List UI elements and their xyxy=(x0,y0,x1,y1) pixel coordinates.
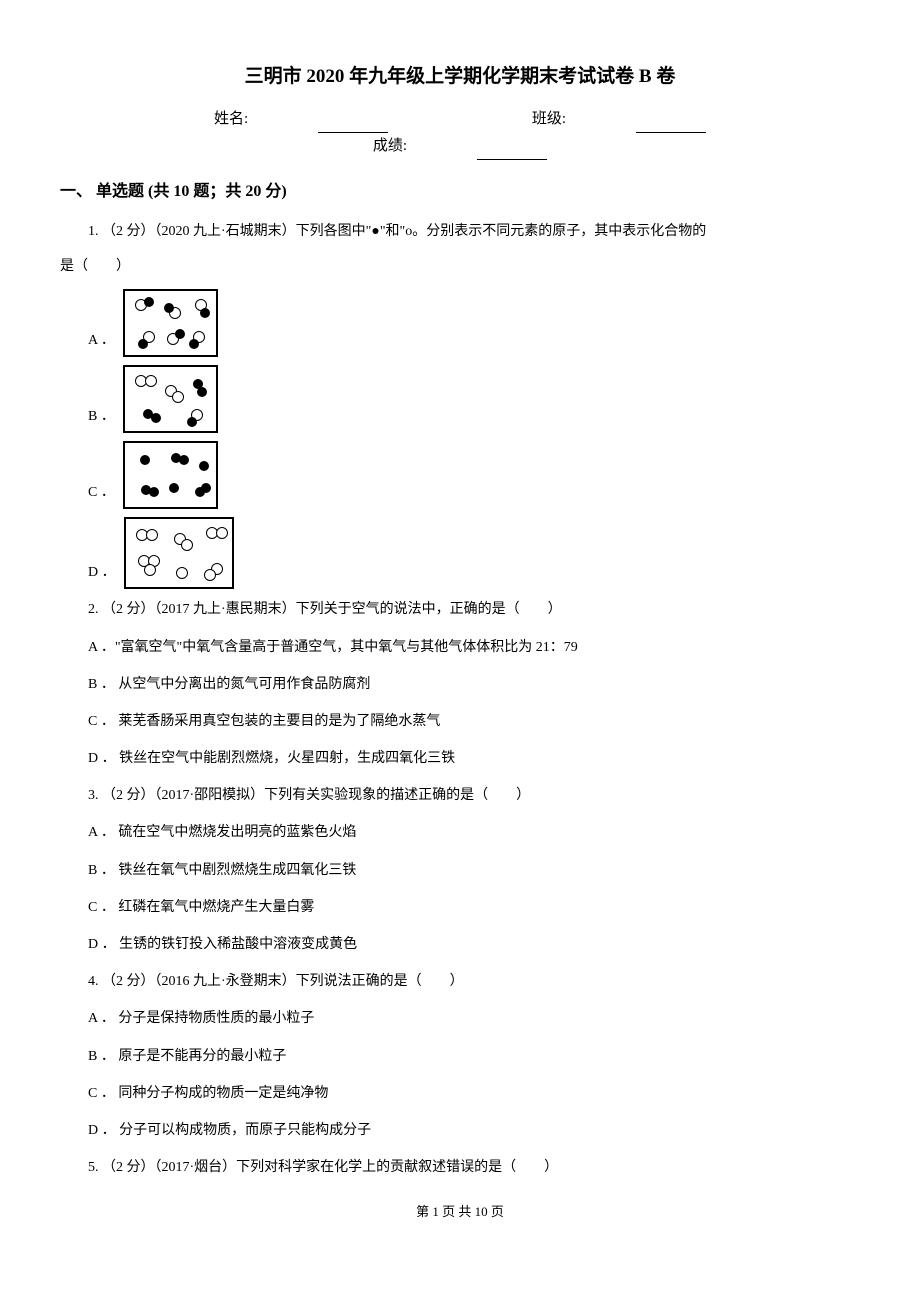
atom-diagram-b xyxy=(123,365,218,433)
question-3: 3. （2 分）（2017·邵阳模拟）下列有关实验现象的描述正确的是（ ） xyxy=(60,783,860,808)
option-label: C ． xyxy=(88,480,115,509)
page-footer: 第 1 页 共 10 页 xyxy=(60,1200,860,1223)
option-3a: A ． 硫在空气中燃烧发出明亮的蓝紫色火焰 xyxy=(60,820,860,845)
score-field: 成绩: xyxy=(338,133,582,160)
option-3b: B ． 铁丝在氧气中剧烈燃烧生成四氧化三铁 xyxy=(60,858,860,883)
option-2a: A ．"富氧空气"中氧气含量高于普通空气，其中氧气与其他气体体积比为 21：79 xyxy=(60,635,860,660)
name-field: 姓名: xyxy=(179,106,423,133)
option-4b: B ． 原子是不能再分的最小粒子 xyxy=(60,1044,860,1069)
option-3d: D ． 生锈的铁钉投入稀盐酸中溶液变成黄色 xyxy=(60,932,860,957)
question-1: 1. （2 分）（2020 九上·石城期末）下列各图中"●"和"o。分别表示不同… xyxy=(60,219,860,244)
option-3c: C ． 红磷在氧气中燃烧产生大量白雾 xyxy=(60,895,860,920)
question-2: 2. （2 分）（2017 九上·惠民期末）下列关于空气的说法中，正确的是（ ） xyxy=(60,597,860,622)
atom-diagram-c xyxy=(123,441,218,509)
option-2b: B ． 从空气中分离出的氮气可用作食品防腐剂 xyxy=(60,672,860,697)
option-label: A ． xyxy=(88,328,115,357)
option-2c: C ． 莱芜香肠采用真空包装的主要目的是为了隔绝水蒸气 xyxy=(60,709,860,734)
header-row: 姓名: 班级: 成绩: xyxy=(60,106,860,160)
option-2d: D ． 铁丝在空气中能剧烈燃烧，火星四射，生成四氧化三铁 xyxy=(60,746,860,771)
option-1c: C ． xyxy=(60,441,860,509)
option-1b: B ． xyxy=(60,365,860,433)
option-4a: A ． 分子是保持物质性质的最小粒子 xyxy=(60,1006,860,1031)
section-header: 一、 单选题 (共 10 题；共 20 分) xyxy=(60,178,860,207)
question-5: 5. （2 分）（2017·烟台）下列对科学家在化学上的贡献叙述错误的是（ ） xyxy=(60,1155,860,1180)
atom-diagram-d xyxy=(124,517,234,589)
question-4: 4. （2 分）（2016 九上·永登期末）下列说法正确的是（ ） xyxy=(60,969,860,994)
class-field: 班级: xyxy=(497,106,741,133)
page-title: 三明市 2020 年九年级上学期化学期末考试试卷 B 卷 xyxy=(60,60,860,94)
atom-diagram-a xyxy=(123,289,218,357)
option-label: D ． xyxy=(88,560,116,589)
question-1-cont: 是（ ） xyxy=(60,254,860,279)
option-4c: C ． 同种分子构成的物质一定是纯净物 xyxy=(60,1081,860,1106)
option-1a: A ． xyxy=(60,289,860,357)
option-4d: D ． 分子可以构成物质，而原子只能构成分子 xyxy=(60,1118,860,1143)
option-label: B ． xyxy=(88,404,115,433)
option-1d: D ． xyxy=(60,517,860,589)
